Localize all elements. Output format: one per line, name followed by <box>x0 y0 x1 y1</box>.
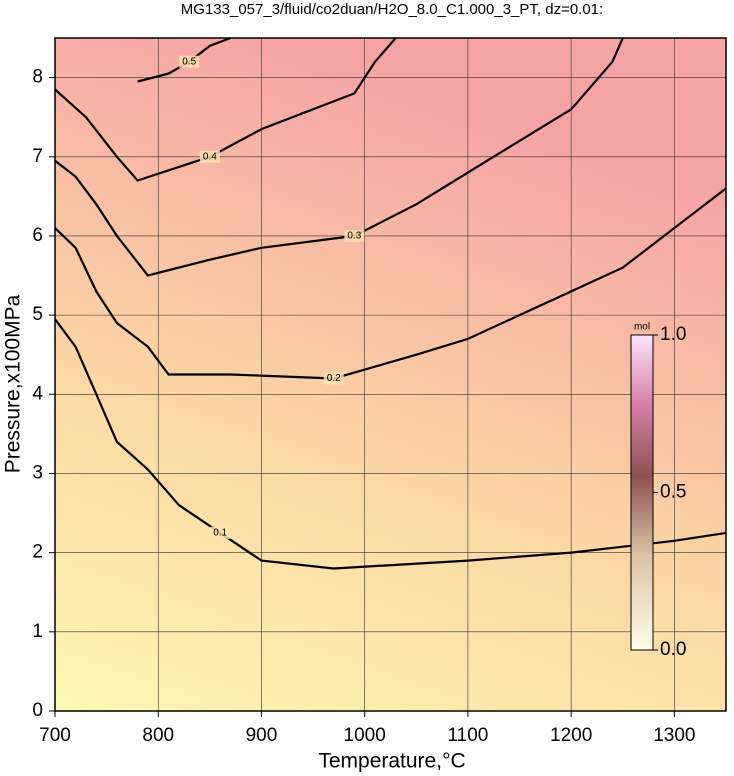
x-tick-label: 1000 <box>344 725 386 746</box>
contour-label: 0.2 <box>327 373 341 384</box>
x-axis-label: Temperature,°C <box>318 750 465 773</box>
contour-label: 0.1 <box>213 527 227 538</box>
y-tick-label: 8 <box>32 67 43 88</box>
plot: 700 800 900 1000 1100 1200 1300 0 1 2 3 4 5 6 7 8 0.1 0.2… <box>32 36 727 746</box>
colorbar-tick-label: 0.5 <box>660 482 686 503</box>
plot-background <box>55 38 726 711</box>
chart-title: MG133_057_3/fluid/co2duan/H2O_8.0_C1.000… <box>181 1 603 18</box>
y-tick-label: 4 <box>32 383 43 404</box>
x-tick-label: 700 <box>39 725 71 746</box>
x-tick-label: 1200 <box>550 725 592 746</box>
contour-line <box>54 37 624 277</box>
contour-label-bg <box>210 526 231 539</box>
x-tick-label: 800 <box>142 725 174 746</box>
contour-label-bg <box>199 150 220 163</box>
colorbar <box>630 334 654 651</box>
colorbar-tick-label: 1.0 <box>660 324 686 345</box>
colorbar-label: mol <box>634 322 650 333</box>
contour-label: 0.5 <box>182 56 196 67</box>
plot-frame <box>54 37 727 712</box>
contour-label-bg <box>344 229 365 242</box>
y-tick-label: 2 <box>32 542 43 563</box>
y-tick-label: 7 <box>32 146 43 167</box>
colorbar-tick-label: 0.0 <box>660 639 686 660</box>
contour-label-bg <box>179 55 200 68</box>
contour-label: 0.3 <box>347 231 361 242</box>
y-tick-label: 6 <box>32 225 43 246</box>
y-tick-label: 0 <box>32 700 43 721</box>
contour-label: 0.4 <box>203 151 217 162</box>
x-tick-label: 1100 <box>447 725 488 746</box>
x-tick-label: 900 <box>246 725 278 746</box>
y-tick-label: 3 <box>32 462 43 483</box>
contour-label-bg <box>323 372 344 385</box>
y-tick-label: 1 <box>32 621 43 642</box>
y-tick-label: 5 <box>32 304 43 325</box>
x-tick-label: 1300 <box>653 725 695 746</box>
y-axis-label: Pressure,x100MPa <box>2 294 25 473</box>
